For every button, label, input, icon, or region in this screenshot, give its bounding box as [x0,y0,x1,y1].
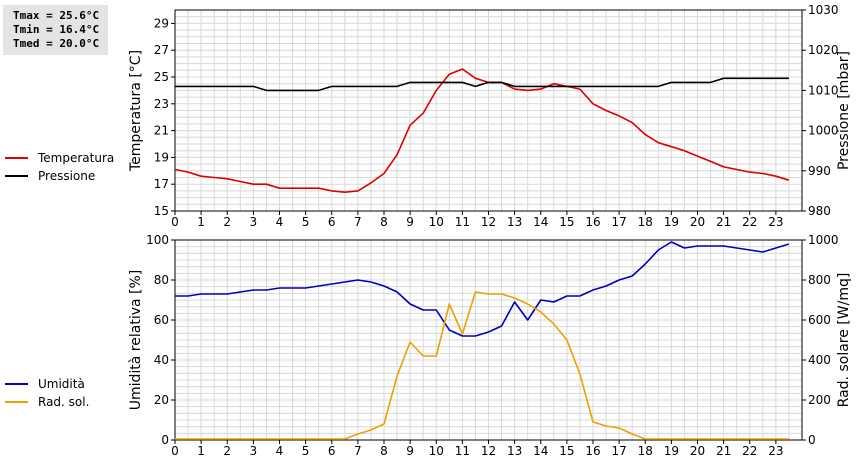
x-tick-label: 15 [559,444,574,458]
y-tick-label: 40 [154,353,169,367]
x-tick-label: 4 [276,215,284,229]
x-tick-label: 11 [455,444,470,458]
y2-tick-label: 400 [808,353,831,367]
legend-label: Pressione [38,169,95,183]
y-tick-label: 17 [154,177,169,191]
x-tick-label: 5 [302,444,310,458]
stats-box: Tmax = 25.6°C Tmin = 16.4°C Tmed = 20.0°… [3,5,108,55]
stat-tmax: Tmax = 25.6°C [13,9,100,22]
legend-label: Umidità [38,377,85,391]
x-tick-label: 1 [197,444,205,458]
x-tick-label: 10 [429,444,444,458]
y-tick-label: 20 [154,393,169,407]
x-tick-label: 22 [742,215,757,229]
y2-tick-label: 1010 [808,83,839,97]
y2-axis-title: Rad. solare [W/mq] [836,273,852,408]
series-line-1-2 [175,77,789,92]
y-tick-label: 60 [154,313,169,327]
x-tick-label: 3 [250,444,258,458]
x-tick-label: 7 [354,215,362,229]
y-tick-label: 100 [146,233,169,247]
x-tick-label: 12 [481,444,496,458]
x-tick-label: 5 [302,215,310,229]
y2-tick-label: 1000 [808,233,839,247]
stat-tmin: Tmin = 16.4°C [13,23,100,36]
y2-tick-label: 600 [808,313,831,327]
x-tick-label: 8 [380,215,388,229]
x-tick-label: 23 [768,215,783,229]
legend-label: Temperatura [37,151,114,165]
x-tick-label: 7 [354,444,362,458]
series-line-2-1 [175,241,790,337]
x-tick-label: 21 [716,444,731,458]
y-tick-label: 27 [154,43,169,57]
x-tick-label: 14 [533,444,548,458]
x-tick-label: 19 [664,444,679,458]
y-tick-label: 80 [154,273,169,287]
legend-label: Rad. sol. [38,395,89,409]
x-tick-label: 8 [380,444,388,458]
y-axis-title: Temperatura [°C] [128,50,144,172]
x-tick-label: 21 [716,215,731,229]
y-tick-label: 23 [154,97,169,111]
x-tick-label: 14 [533,215,548,229]
y2-tick-label: 1030 [808,3,839,17]
x-tick-label: 12 [481,215,496,229]
y2-tick-label: 1000 [808,124,839,138]
x-tick-label: 9 [406,215,414,229]
stat-tmed: Tmed = 20.0°C [13,37,100,50]
x-tick-label: 0 [171,444,179,458]
y2-axis-title: Pressione [mbar] [836,51,852,170]
x-tick-label: 17 [611,444,626,458]
x-tick-label: 18 [638,444,653,458]
x-tick-label: 16 [585,444,600,458]
x-tick-label: 6 [328,215,336,229]
x-tick-label: 0 [171,215,179,229]
y-axis-title: Umidità relativa [%] [128,270,144,411]
x-tick-label: 15 [559,215,574,229]
x-tick-label: 13 [507,215,522,229]
y2-tick-label: 800 [808,273,831,287]
x-tick-label: 22 [742,444,757,458]
x-tick-label: 17 [611,215,626,229]
x-tick-label: 23 [768,444,783,458]
x-tick-label: 11 [455,215,470,229]
y2-tick-label: 0 [808,433,816,447]
series-line-1-1 [174,68,790,193]
x-tick-label: 9 [406,444,414,458]
y-tick-label: 25 [154,70,169,84]
x-tick-label: 16 [585,215,600,229]
x-tick-label: 6 [328,444,336,458]
y-tick-label: 21 [154,124,169,138]
x-tick-label: 4 [276,444,284,458]
x-tick-label: 19 [664,215,679,229]
y2-tick-label: 980 [808,204,831,218]
y2-tick-label: 990 [808,164,831,178]
x-tick-label: 18 [638,215,653,229]
chart-panel-1: 0 1 2 3 4 5 6 7 8 9 10 11 12 13 14 15 16 17 18 19 20 21 22 2315… [5,3,852,229]
x-tick-label: 2 [223,215,231,229]
chart-panel-2: 0 1 2 3 4 5 6 7 8 9 10 11 12 13 14 15 16 17 18 19 20 21 22 2302… [5,233,852,458]
x-tick-label: 10 [429,215,444,229]
y2-tick-label: 1020 [808,43,839,57]
y-tick-label: 29 [154,16,169,30]
y-tick-label: 0 [161,433,169,447]
x-tick-label: 1 [197,215,205,229]
x-tick-label: 3 [250,215,258,229]
x-tick-label: 13 [507,444,522,458]
series-line-2-2 [175,291,789,440]
y-tick-label: 15 [154,204,169,218]
x-tick-label: 2 [223,444,231,458]
y-tick-label: 19 [154,150,169,164]
x-tick-label: 20 [690,444,705,458]
y2-tick-label: 200 [808,393,831,407]
x-tick-label: 20 [690,215,705,229]
